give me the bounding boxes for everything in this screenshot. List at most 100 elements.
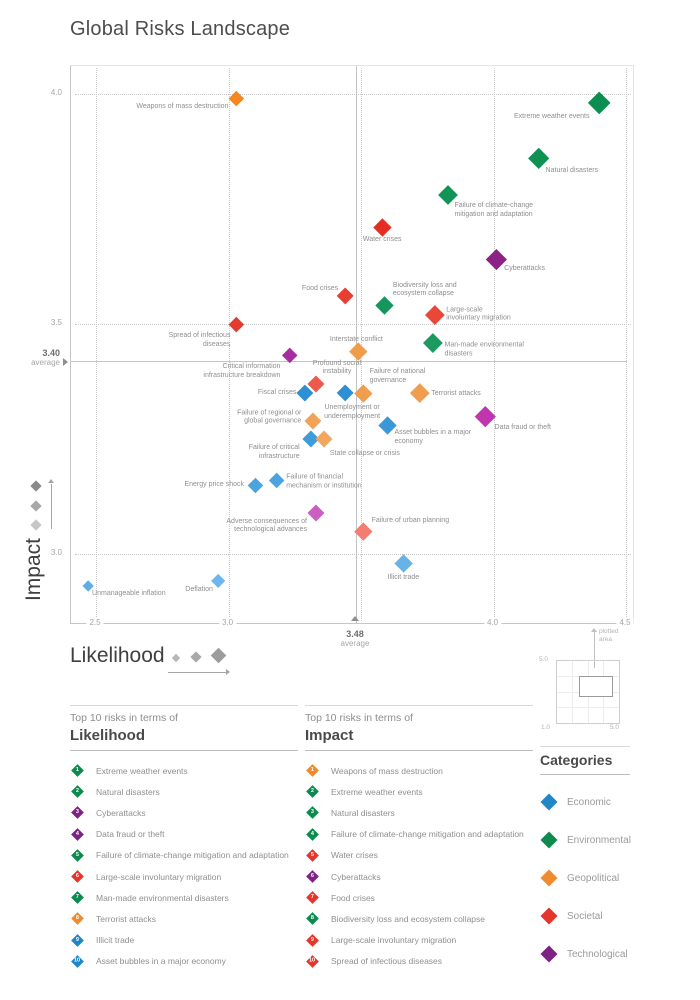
point-label: Profound social instability bbox=[312, 359, 362, 376]
risk-label: Illicit trade bbox=[96, 935, 135, 946]
risk-label: Spread of infectious diseases bbox=[331, 956, 443, 967]
point-label: Extreme weather events bbox=[514, 112, 590, 120]
rank-diamond-icon: 3 bbox=[71, 806, 84, 820]
risk-label: Failure of climate-change mitigation and… bbox=[96, 850, 289, 861]
point-label: Unemployment or underemployment bbox=[324, 404, 381, 420]
scatter-point bbox=[281, 348, 298, 365]
divider bbox=[70, 705, 298, 706]
categories-heading: Categories bbox=[540, 752, 613, 768]
rank-diamond-icon: 4 bbox=[306, 827, 319, 841]
y-tick-label: 4.0 bbox=[50, 88, 62, 97]
category-label: Geopolitical bbox=[567, 872, 620, 884]
category-label: Technological bbox=[567, 948, 628, 960]
x-tick-label: 4.0 bbox=[483, 618, 502, 627]
point-label: Failure of urban planning bbox=[371, 516, 450, 524]
scatter-point bbox=[268, 472, 285, 489]
point-label: Terrorist attacks bbox=[431, 389, 481, 397]
divider bbox=[540, 746, 630, 747]
legend-diamond-light-icon bbox=[30, 519, 42, 531]
risk-list-item: 6 Large-scale involuntary migration bbox=[70, 866, 298, 887]
impact-arrow-line bbox=[51, 484, 52, 529]
point-label: Large-scale involuntary migration bbox=[446, 306, 511, 322]
legend-diamond-dark-icon bbox=[30, 480, 42, 492]
risk-list-item: 4 Data fraud or theft bbox=[70, 824, 298, 845]
point-label: State collapse or crisis bbox=[329, 450, 400, 457]
risk-list-item: 10 Asset bubbles in a major economy bbox=[70, 951, 298, 972]
scatter-point bbox=[422, 332, 443, 353]
scatter-point bbox=[354, 384, 373, 402]
minimap-scale-bottom-left: 1.0 bbox=[541, 724, 551, 731]
point-label: Water crises bbox=[362, 236, 402, 244]
risk-list-item: 8 Terrorist attacks bbox=[70, 908, 298, 929]
scatter-point bbox=[336, 384, 354, 402]
risk-label: Weapons of mass destruction bbox=[331, 765, 443, 776]
scatter-point bbox=[228, 316, 244, 332]
scatter-point bbox=[336, 287, 354, 306]
category-legend-item: Geopolitical bbox=[540, 859, 630, 897]
scatter-point bbox=[373, 218, 392, 237]
point-label: Unmanageable inflation bbox=[92, 589, 166, 597]
scatter-point bbox=[527, 147, 550, 170]
risk-list-item: 4 Failure of climate-change mitigation an… bbox=[305, 824, 533, 845]
risk-label: Food crises bbox=[331, 892, 375, 903]
gridline-horizontal bbox=[75, 94, 631, 95]
scatter-point bbox=[354, 522, 373, 540]
rank-diamond-icon: 8 bbox=[306, 912, 319, 926]
risk-list-item: 7 Food crises bbox=[305, 887, 533, 908]
risk-label: Cyberattacks bbox=[96, 807, 146, 818]
risk-label: Man-made environmental disasters bbox=[96, 892, 229, 903]
gridline-vertical bbox=[228, 68, 230, 621]
gridline-vertical bbox=[361, 68, 362, 621]
y-tick-label: 3.0 bbox=[50, 548, 62, 557]
rank-diamond-icon: 9 bbox=[306, 933, 319, 947]
risk-label: Extreme weather events bbox=[331, 786, 423, 797]
point-label: Failure of critical infrastructure bbox=[248, 444, 300, 460]
rank-diamond-icon: 1 bbox=[71, 764, 84, 777]
risk-list-item: 2 Extreme weather events bbox=[305, 781, 533, 802]
average-impact-line bbox=[71, 360, 627, 362]
point-label: Deflation bbox=[185, 585, 213, 593]
minimap-gridline bbox=[557, 707, 619, 708]
divider bbox=[305, 750, 533, 751]
scatter-point bbox=[247, 477, 263, 493]
x-tick-label: 2.5 bbox=[86, 618, 104, 627]
gridline-horizontal bbox=[75, 324, 631, 325]
plotted-area-word1: plotted bbox=[599, 628, 619, 635]
scatter-point bbox=[587, 91, 612, 115]
rank-diamond-icon: 5 bbox=[306, 848, 319, 862]
rank-diamond-icon: 10 bbox=[71, 954, 84, 968]
category-legend-item: Economic bbox=[540, 783, 630, 821]
top10-likelihood-heading: Likelihood bbox=[70, 727, 145, 744]
risk-list-item: 3 Natural disasters bbox=[305, 802, 533, 823]
gridline-vertical bbox=[626, 68, 627, 621]
rank-diamond-icon: 7 bbox=[306, 891, 319, 905]
category-legend-item: Societal bbox=[540, 897, 630, 935]
x-tick-label: 3.0 bbox=[218, 618, 237, 627]
point-label: Food crises bbox=[301, 285, 339, 293]
risk-list-item: 1 Weapons of mass destruction bbox=[305, 760, 533, 781]
point-label: Energy price shock bbox=[184, 480, 244, 488]
scatter-point bbox=[315, 430, 333, 448]
categories-legend: Categories Economic Environmental Geopolit… bbox=[540, 746, 631, 973]
scatter-point bbox=[375, 296, 395, 315]
risk-list-item: 6 Cyberattacks bbox=[305, 866, 533, 887]
risk-label: Asset bubbles in a major economy bbox=[96, 956, 226, 967]
risk-label: Terrorist attacks bbox=[96, 913, 156, 924]
point-label: Critical information infrastructure break… bbox=[203, 363, 281, 379]
category-label: Economic bbox=[567, 796, 611, 808]
divider bbox=[70, 750, 298, 751]
risk-label: Data fraud or theft bbox=[96, 829, 165, 840]
rank-diamond-icon: 5 bbox=[71, 848, 84, 862]
y-axis-title: Impact bbox=[22, 538, 45, 602]
gridline-vertical bbox=[493, 68, 495, 621]
impact-average-marker-icon bbox=[63, 358, 68, 366]
risk-label: Natural disasters bbox=[96, 786, 160, 797]
rank-diamond-icon: 6 bbox=[306, 870, 319, 883]
plotted-area-arrow-line bbox=[594, 632, 595, 668]
point-label: Cyberattacks bbox=[504, 264, 545, 272]
x-axis-title: Likelihood bbox=[70, 644, 165, 667]
scatter-point bbox=[307, 504, 325, 521]
likelihood-average-value: 3.48 bbox=[346, 629, 364, 639]
rank-diamond-icon: 2 bbox=[71, 785, 84, 799]
